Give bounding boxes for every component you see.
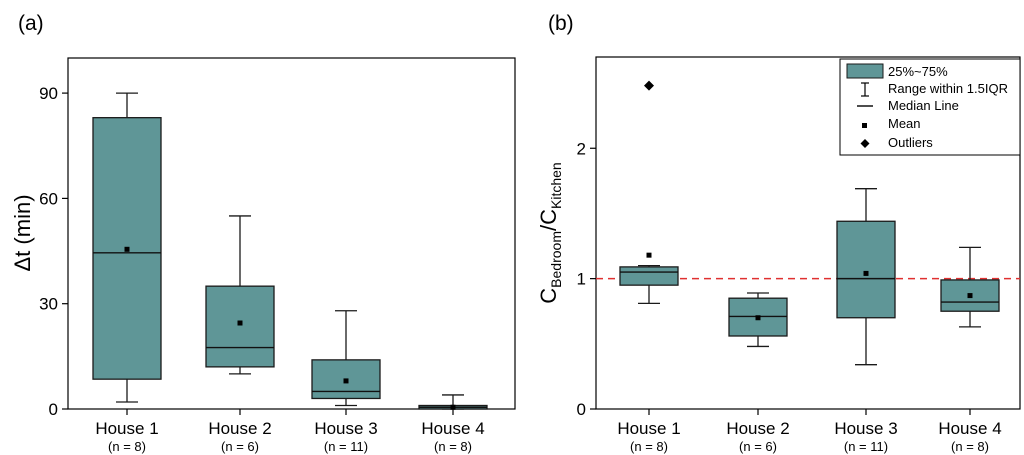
x-category-count: (n = 8) — [951, 439, 989, 454]
panel-a-y-ticks: 0 30 60 90 — [39, 84, 68, 419]
x-category-count: (n = 8) — [108, 439, 146, 454]
legend-outlier-symbol — [860, 139, 870, 148]
mean-marker — [755, 315, 761, 321]
y-tick-label: 1 — [577, 270, 586, 289]
iqr-box — [619, 266, 679, 286]
outlier-marker — [644, 80, 654, 91]
x-category-count: (n = 8) — [630, 439, 668, 454]
panel-a-plot-frame — [67, 57, 516, 410]
legend-entry-outliers: Outliers — [888, 135, 933, 150]
panel-b-plot-frame — [595, 56, 1021, 410]
x-category-count: (n = 11) — [844, 439, 888, 454]
legend-entry-mean: Mean — [888, 116, 921, 131]
y-tick-label: 90 — [39, 84, 58, 103]
x-category-count: (n = 8) — [434, 439, 472, 454]
y-tick-label: 60 — [39, 189, 58, 208]
panel-b-y-axis-label: CBedroom/CKitchen — [536, 162, 564, 303]
mean-marker — [967, 293, 973, 299]
x-category-label: House 4 — [938, 419, 1001, 438]
x-category-label: House 4 — [421, 419, 484, 438]
iqr-box — [836, 220, 896, 319]
panel-b-boxes — [619, 80, 1000, 366]
legend-mean-symbol — [862, 123, 867, 128]
mean-marker — [450, 404, 456, 410]
legend-box-swatch — [846, 63, 884, 79]
panel-b-y-ticks: 0 1 2 — [577, 139, 596, 419]
iqr-box — [205, 285, 275, 368]
legend-entry-median: Median Line — [888, 98, 959, 113]
mean-marker — [124, 246, 130, 252]
x-category-label: House 3 — [834, 419, 897, 438]
legend-entry-range: Range within 1.5IQR — [888, 81, 1008, 96]
y-tick-label: 0 — [577, 400, 586, 419]
x-category-label: House 1 — [95, 419, 158, 438]
x-category-count: (n = 11) — [324, 439, 368, 454]
x-category-label: House 3 — [314, 419, 377, 438]
x-category-label: House 1 — [617, 419, 680, 438]
panel-a-label: (a) — [18, 12, 44, 35]
panel-a-x-categories: House 1(n = 8)House 2(n = 6)House 3(n = … — [95, 409, 485, 454]
mean-marker — [863, 270, 869, 276]
x-category-label: House 2 — [208, 419, 271, 438]
y-tick-label: 0 — [49, 400, 58, 419]
legend-entry-box: 25%~75% — [888, 64, 948, 79]
x-category-count: (n = 6) — [221, 439, 259, 454]
legend: 25%~75% Range within 1.5IQR Median Line … — [839, 58, 1021, 156]
y-tick-label: 30 — [39, 295, 58, 314]
y-tick-label: 2 — [577, 139, 586, 158]
mean-marker — [343, 378, 349, 384]
mean-marker — [237, 320, 243, 326]
mean-marker — [646, 252, 652, 258]
panel-b-x-categories: House 1(n = 8)House 2(n = 6)House 3(n = … — [617, 409, 1002, 454]
panel-a-boxes — [92, 92, 488, 410]
x-category-label: House 2 — [726, 419, 789, 438]
panel-b: (b) CBedroom/CKitchen 012 House 1(n = 8)… — [536, 12, 1021, 454]
panel-b-label: (b) — [548, 12, 574, 35]
legend-range-symbol — [861, 82, 869, 97]
x-category-count: (n = 6) — [739, 439, 777, 454]
panel-a-y-axis-label: Δt (min) — [10, 194, 35, 271]
